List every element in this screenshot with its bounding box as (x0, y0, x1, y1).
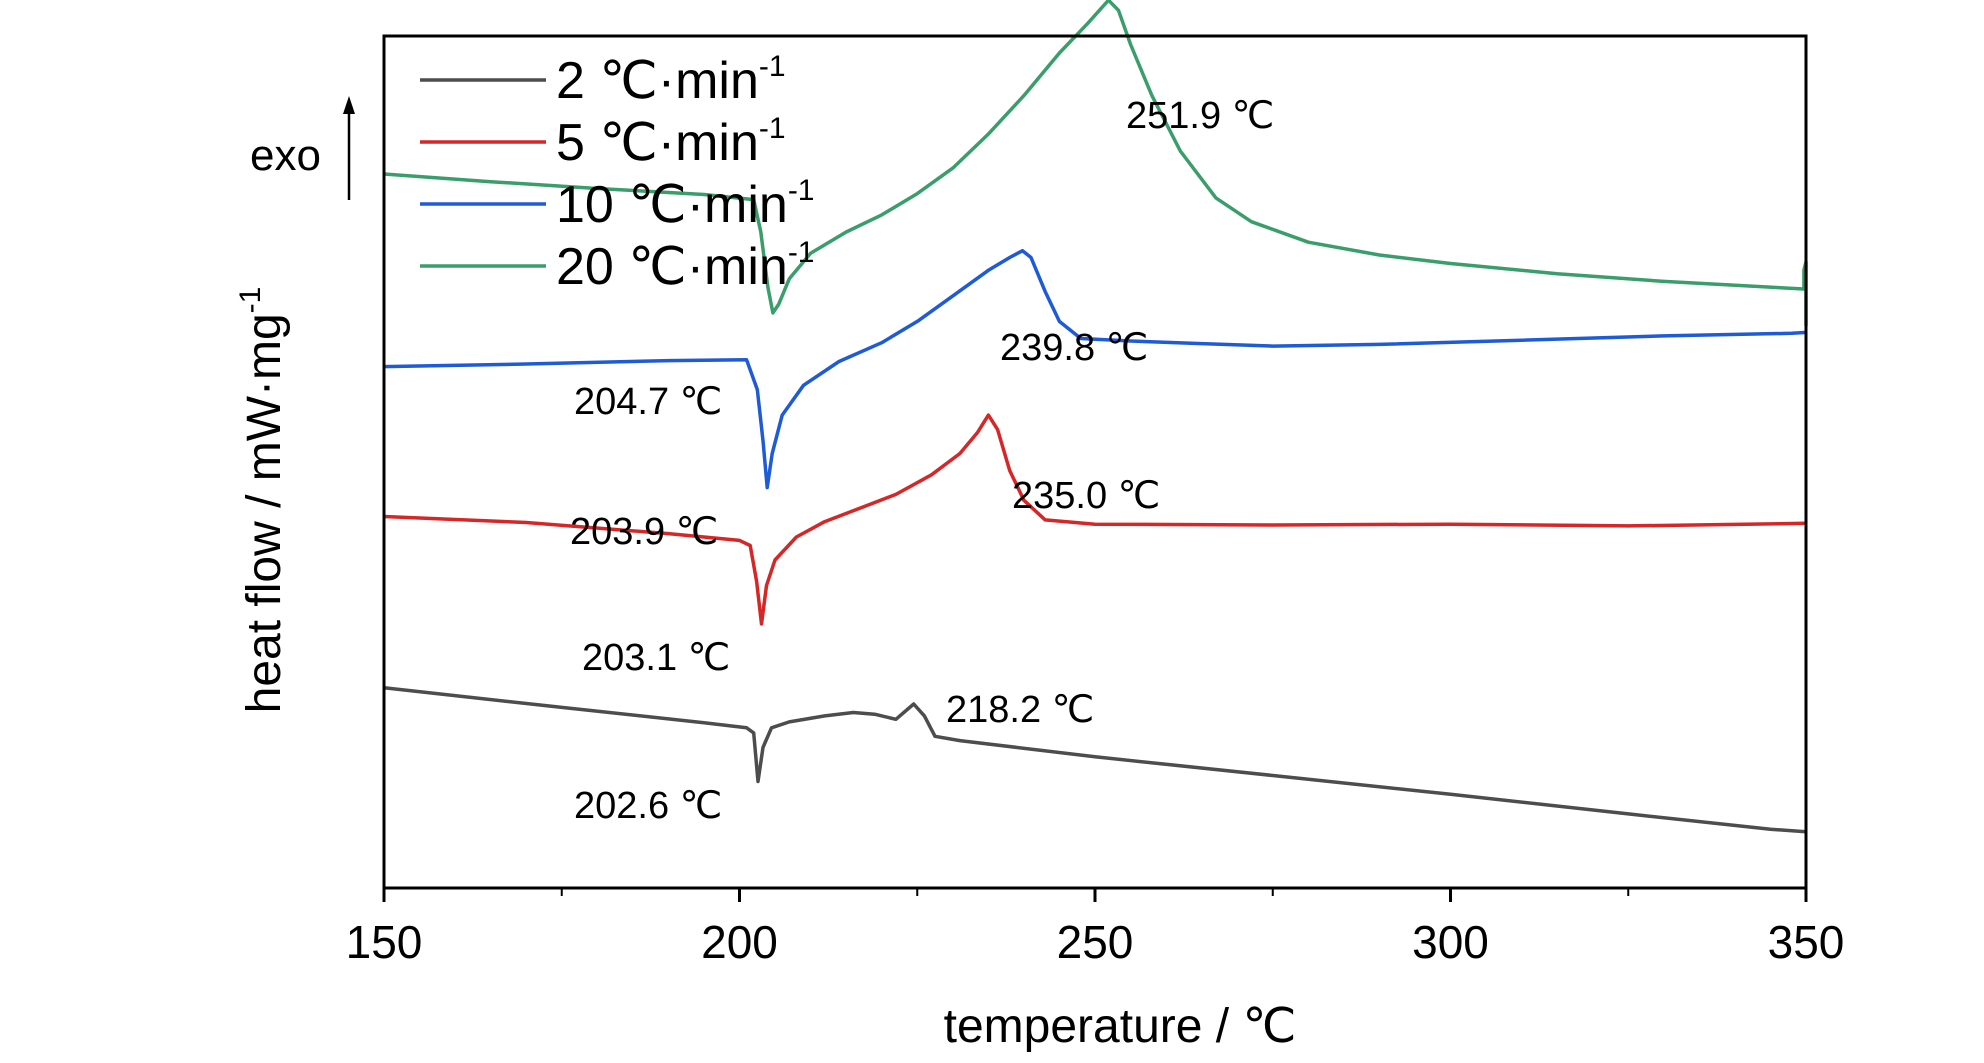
peak-annotation-1: 218.2 ℃ (946, 689, 1094, 731)
peak-annotation-4: 203.9 ℃ (570, 511, 718, 553)
legend: 2 ℃·min-15 ℃·min-110 ℃·min-120 ℃·min-1 (420, 50, 815, 296)
y-axis-title: heat flow / mW·mg-1 (234, 287, 291, 714)
svg-text:temperature / ℃: temperature / ℃ (944, 1000, 1297, 1053)
series-line-3 (383, 0, 1808, 326)
x-tick-label-250: 250 (1057, 916, 1134, 968)
exo-label: exo (250, 131, 321, 180)
x-tick-label-150: 150 (346, 916, 423, 968)
series-line-2 (383, 248, 1805, 490)
x-tick-label-200: 200 (701, 916, 778, 968)
exo-arrow-head (343, 96, 355, 114)
y-axis-title-superscript: -1 (234, 287, 267, 314)
peak-annotation-5: 239.8 ℃ (1000, 327, 1148, 369)
x-tick-label-300: 300 (1412, 916, 1489, 968)
legend-entry-2: 10 ℃·min-1 (556, 174, 815, 234)
svg-text:heat flow / mW·mg-1: heat flow / mW·mg-1 (234, 287, 291, 714)
legend-entry-1: 5 ℃·min-1 (556, 112, 786, 172)
peak-annotation-2: 203.1 ℃ (582, 637, 730, 679)
y-axis-title-text: heat flow / mW·mg (238, 313, 291, 713)
x-axis-title: temperature / ℃ (944, 1000, 1297, 1053)
peak-annotation-0: 202.6 ℃ (574, 785, 722, 827)
peak-annotation-3: 235.0 ℃ (1012, 475, 1160, 517)
peak-annotations: 202.6 ℃ 218.2 ℃ 203.1 ℃ 235.0 ℃ 203.9 ℃ 239.8… (570, 95, 1274, 827)
x-axis-ticks: 150 200 250 300 350 (346, 888, 1845, 968)
series-layer (383, 0, 1808, 834)
legend-entry-0: 2 ℃·min-1 (556, 50, 786, 110)
legend-entry-3: 20 ℃·min-1 (556, 236, 815, 296)
series-line-1 (383, 413, 1807, 626)
peak-annotation-6: 204.7 ℃ (574, 381, 722, 423)
peak-annotation-7: 251.9 ℃ (1126, 95, 1274, 137)
x-tick-label-350: 350 (1768, 916, 1845, 968)
series-line-0 (383, 686, 1807, 834)
exo-indicator: exo (250, 96, 355, 200)
